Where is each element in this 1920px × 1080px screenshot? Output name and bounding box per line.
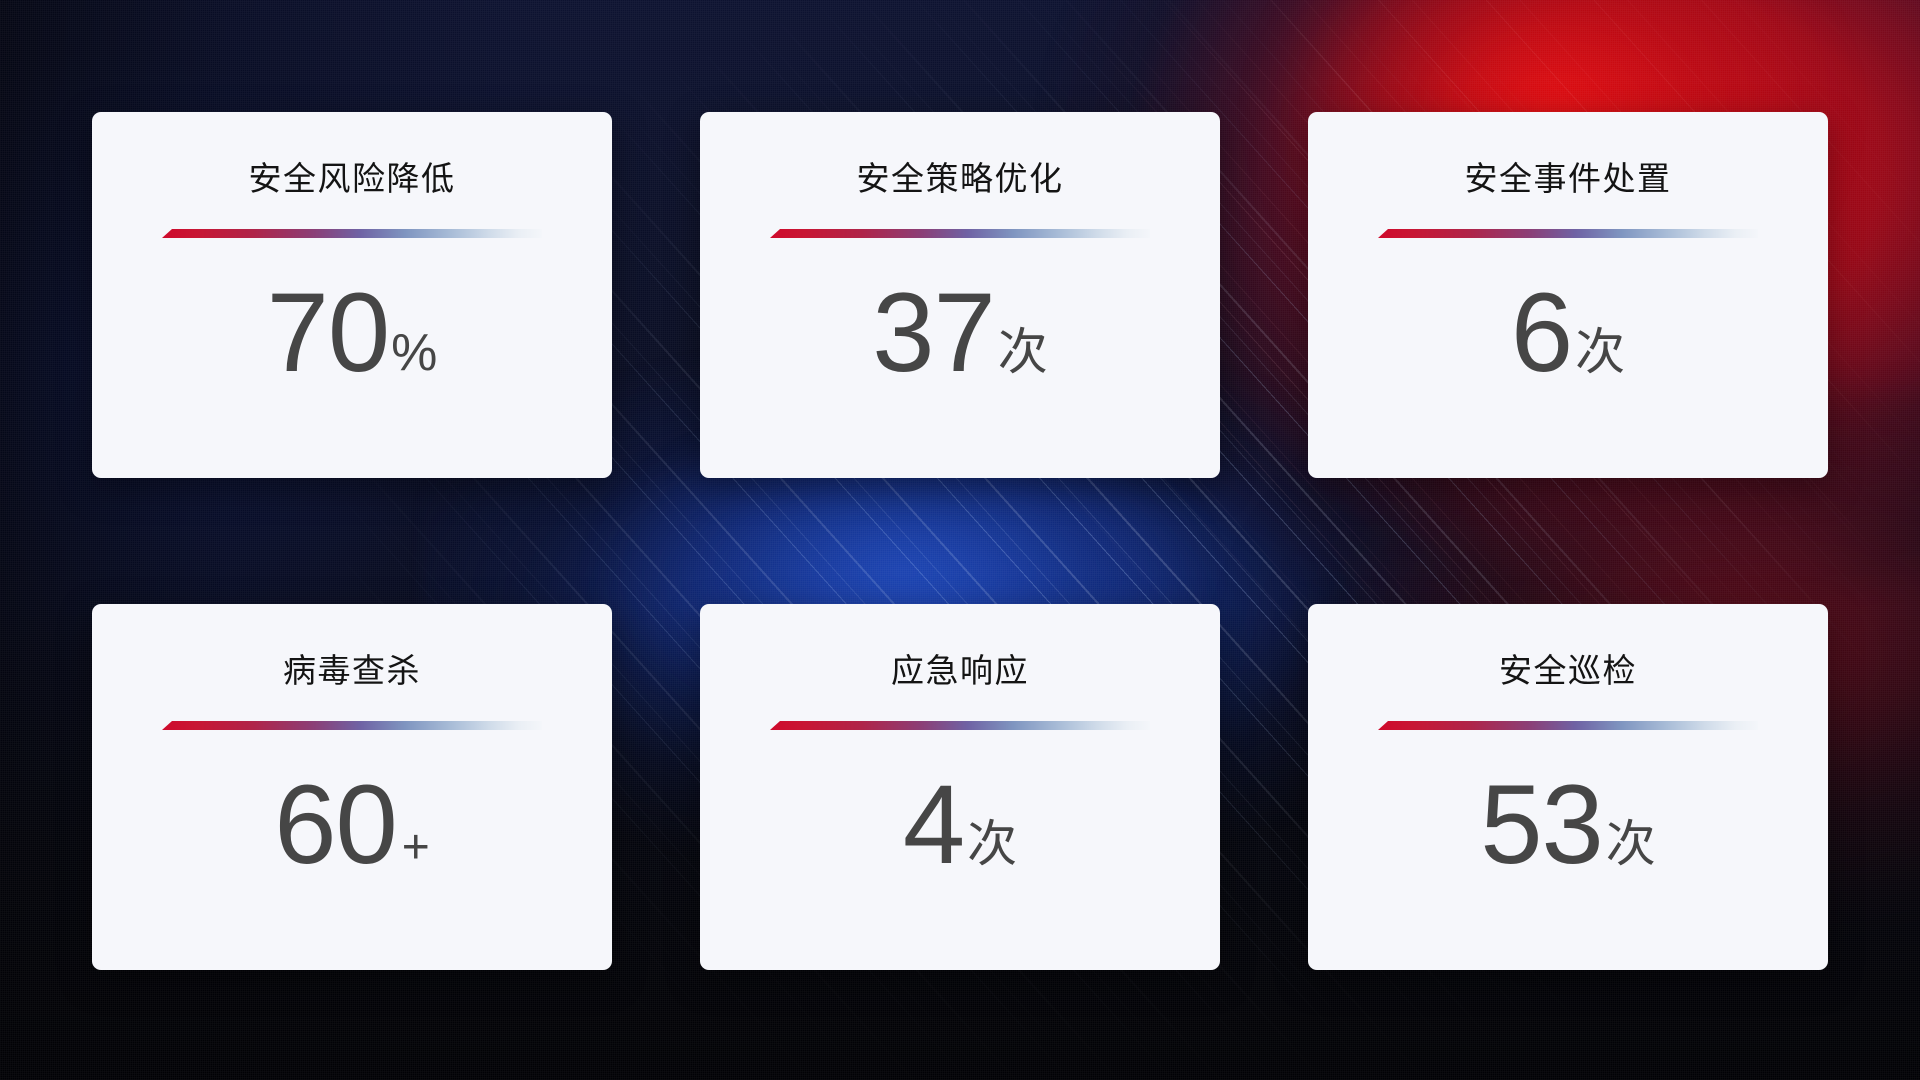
stat-card-grid: 安全风险降低 70 % 安全策略优化 37 次 安全事件处置 6 次 病毒查杀 … bbox=[92, 112, 1832, 970]
stat-card-title: 安全事件处置 bbox=[1464, 160, 1672, 197]
stat-value-suffix: 次 bbox=[1605, 816, 1656, 872]
stat-value-suffix: % bbox=[391, 324, 438, 382]
gradient-divider-icon bbox=[162, 721, 542, 730]
stat-card-security-risk-reduction[interactable]: 安全风险降低 70 % bbox=[92, 112, 612, 478]
stat-card-security-policy-optimization[interactable]: 安全策略优化 37 次 bbox=[700, 112, 1220, 478]
stat-card-value: 37 次 bbox=[872, 270, 1048, 395]
stat-value-suffix: + bbox=[401, 821, 430, 874]
stat-value-suffix: 次 bbox=[1575, 324, 1626, 380]
stat-card-title: 安全策略优化 bbox=[856, 160, 1064, 197]
stat-value-number: 53 bbox=[1480, 762, 1604, 887]
stat-card-emergency-response[interactable]: 应急响应 4 次 bbox=[700, 604, 1220, 970]
stat-card-title: 安全巡检 bbox=[1499, 652, 1637, 689]
stat-card-security-inspection[interactable]: 安全巡检 53 次 bbox=[1308, 604, 1828, 970]
stat-card-virus-scan-and-kill[interactable]: 病毒查杀 60 + bbox=[92, 604, 612, 970]
stat-card-value: 60 + bbox=[274, 762, 430, 887]
gradient-divider-icon bbox=[1378, 229, 1758, 238]
gradient-divider-icon bbox=[162, 229, 542, 238]
gradient-divider-icon bbox=[1378, 721, 1758, 730]
stat-card-value: 70 % bbox=[266, 270, 438, 395]
stat-card-value: 4 次 bbox=[902, 762, 1018, 887]
stat-value-number: 6 bbox=[1510, 270, 1573, 395]
gradient-divider-icon bbox=[770, 229, 1150, 238]
stat-card-value: 53 次 bbox=[1480, 762, 1656, 887]
stat-value-number: 4 bbox=[902, 762, 965, 887]
stat-value-number: 70 bbox=[266, 270, 391, 395]
gradient-divider-icon bbox=[770, 721, 1150, 730]
stat-card-value: 6 次 bbox=[1510, 270, 1626, 395]
stat-card-title: 应急响应 bbox=[891, 652, 1029, 689]
stat-value-suffix: 次 bbox=[967, 816, 1018, 872]
stat-value-suffix: 次 bbox=[997, 324, 1048, 380]
stat-value-number: 37 bbox=[872, 270, 996, 395]
stat-card-title: 病毒查杀 bbox=[283, 652, 421, 689]
stat-value-number: 60 bbox=[274, 762, 398, 887]
stat-card-title: 安全风险降低 bbox=[248, 160, 456, 197]
stat-card-security-incident-handling[interactable]: 安全事件处置 6 次 bbox=[1308, 112, 1828, 478]
